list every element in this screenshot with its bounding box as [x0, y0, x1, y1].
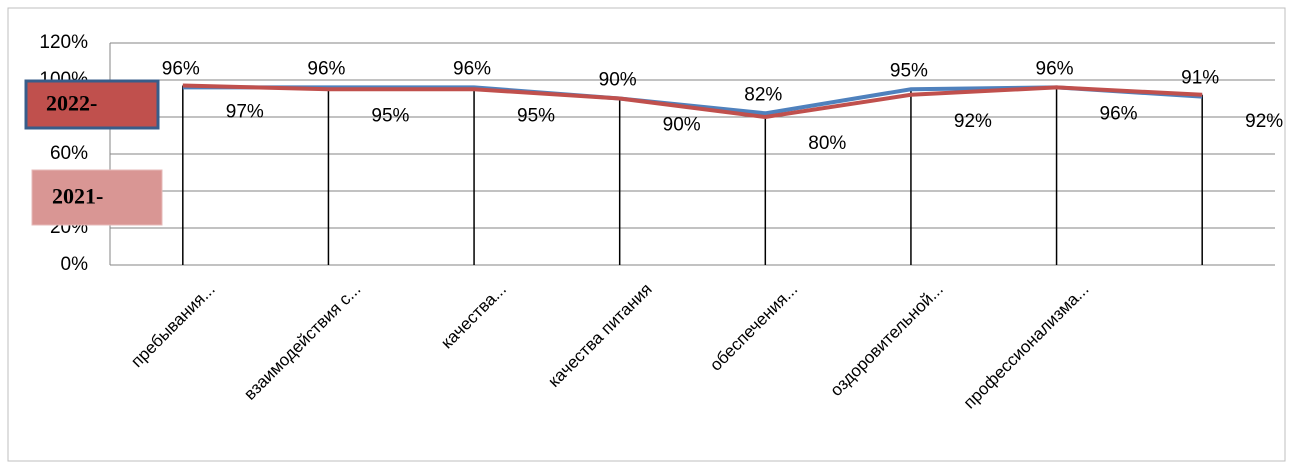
data-label: 96%	[1100, 103, 1138, 124]
data-label: 92%	[1245, 111, 1283, 132]
legend-label: 2022-	[46, 91, 97, 116]
data-label: 96%	[307, 58, 345, 79]
data-label: 96%	[453, 58, 491, 79]
data-label: 91%	[1181, 68, 1219, 89]
data-label: 80%	[808, 133, 846, 154]
legend-box	[31, 169, 163, 226]
data-label: 82%	[744, 84, 782, 105]
data-label: 97%	[226, 102, 264, 123]
data-label: 90%	[599, 70, 637, 91]
legend-box	[24, 79, 160, 130]
y-tick-label: 0%	[61, 254, 89, 275]
chart-border	[7, 7, 1286, 462]
series-line	[182, 83, 1203, 120]
data-label: 96%	[162, 58, 200, 79]
data-label: 95%	[371, 105, 409, 126]
y-tick-label: 120%	[39, 32, 88, 53]
data-label: 96%	[1036, 58, 1074, 79]
y-tick-label: 60%	[50, 143, 88, 164]
data-label: 92%	[954, 111, 992, 132]
data-label: 90%	[663, 115, 701, 136]
data-label: 95%	[517, 105, 555, 126]
data-label: 95%	[890, 60, 928, 81]
legend-label: 2021-	[52, 184, 103, 209]
